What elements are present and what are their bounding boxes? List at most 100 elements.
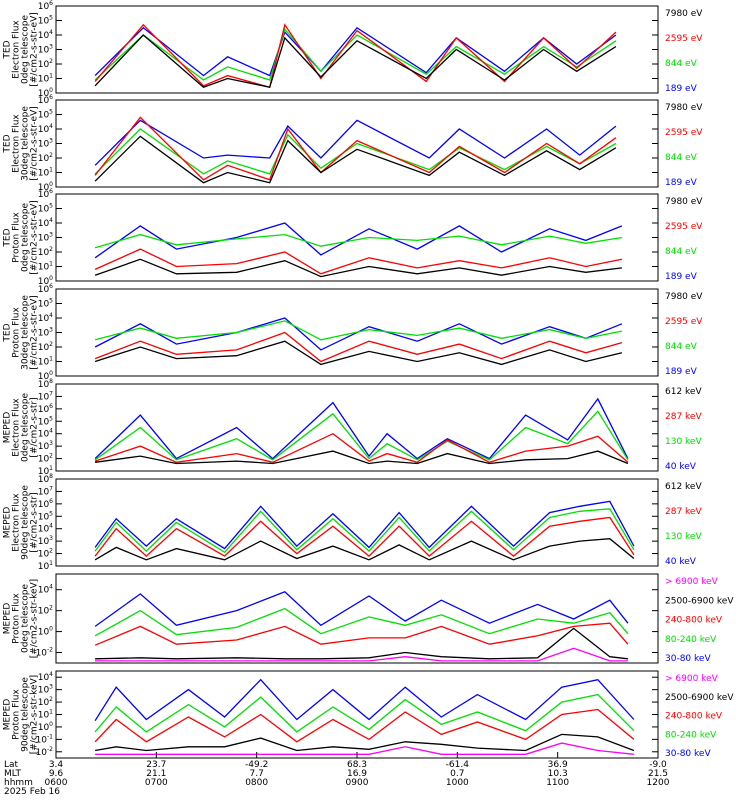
x-tick-label-lat: -9.0 [649, 760, 667, 770]
y-axis-label: TEDElectron Flux30deg telescope[#/cm2-s-… [3, 106, 40, 181]
series-red [94, 248, 623, 275]
y-tick-label: 102 [38, 548, 53, 560]
y-tick-label: 105 [38, 15, 53, 27]
panel-frame [55, 383, 659, 472]
x-tick-label-mlt: 10.3 [548, 769, 568, 779]
panel-frame [55, 5, 659, 94]
y-tick-label: 103 [38, 684, 53, 696]
x-tick-label-mlt: 21.1 [146, 769, 166, 779]
legend-entry: 189 eV [665, 84, 698, 94]
x-tick-label-lat: 36.9 [548, 760, 568, 770]
y-tick-label: 102 [38, 453, 53, 465]
x-tick-label-mlt: 16.9 [347, 769, 367, 779]
x-tick-label-hhmm: 0700 [145, 778, 168, 788]
series-green [94, 693, 635, 733]
y-tick-label: 102 [38, 605, 53, 617]
legend-entry: 40 keV [665, 462, 697, 472]
x-tick-label-lat: 23.7 [146, 760, 166, 770]
series-blue [94, 591, 629, 627]
legend-entry: 189 eV [665, 178, 698, 188]
panel-frame [55, 670, 659, 759]
series-green [94, 27, 617, 81]
x-tick-label-lat: -49.2 [245, 760, 268, 770]
y-tick-label: 106 [38, 403, 53, 415]
legend-entry: 30-80 keV [665, 654, 711, 664]
y-tick-label: 103 [38, 327, 53, 339]
series-blue [94, 678, 635, 722]
series-black [94, 538, 635, 561]
x-tick-label-lat: 68.3 [347, 760, 367, 770]
series-magenta [95, 742, 634, 755]
legend-entry: 844 eV [665, 247, 698, 257]
legend-entry: 7980 eV [665, 9, 703, 19]
y-tick-label: 106 [38, 283, 53, 295]
x-row-name: MLT [4, 769, 22, 779]
legend-entry: 2595 eV [665, 222, 703, 232]
panel-frame [55, 193, 659, 282]
y-tick-label: 101 [38, 709, 53, 721]
legend-entry: 7980 eV [665, 197, 703, 207]
y-tick-label: 105 [38, 203, 53, 215]
y-tick-label: 105 [38, 510, 53, 522]
series-black [94, 258, 622, 278]
legend-entry: 80-240 keV [665, 730, 717, 740]
y-tick-label: 104 [38, 217, 53, 229]
series-red [94, 116, 617, 181]
y-tick-label: 101 [38, 356, 53, 368]
y-tick-label: 100 [38, 721, 53, 733]
x-tick-label-hhmm: 0800 [245, 778, 268, 788]
x-tick-label-mlt: 9.6 [49, 769, 64, 779]
y-tick-label: 103 [38, 138, 53, 150]
x-tick-label-mlt: 7.7 [250, 769, 264, 779]
y-tick-label: 101 [38, 167, 53, 179]
x-tick-label-hhmm: 1100 [546, 778, 569, 788]
series-green [94, 607, 629, 637]
legend-entry: 40 keV [665, 557, 697, 567]
legend-entry: 189 eV [665, 272, 698, 282]
panel-frame [55, 573, 659, 664]
y-axis-label: MEPEDProton Flux90deg telescope[#/cm2-s-… [3, 675, 40, 754]
y-tick-label: 106 [38, 188, 53, 200]
y-tick-label: 103 [38, 440, 53, 452]
y-tick-label: 102 [38, 246, 53, 258]
y-tick-label: 104 [38, 523, 53, 535]
y-tick-label: 106 [38, 0, 53, 12]
y-tick-label: 104 [38, 123, 53, 135]
y-tick-label: 103 [38, 232, 53, 244]
series-black [94, 34, 617, 88]
y-tick-label: 106 [38, 498, 53, 510]
y-tick-label: 100 [38, 626, 53, 638]
x-row-name: 2025 Feb 16 [4, 787, 60, 797]
y-tick-label: 104 [38, 584, 53, 596]
y-tick-label: 102 [38, 58, 53, 70]
y-tick-label: 101 [38, 73, 53, 85]
legend-entry: 7980 eV [665, 292, 703, 302]
legend-entry: 80-240 keV [665, 635, 717, 645]
y-tick-label: 103 [38, 535, 53, 547]
y-tick-label: 103 [38, 44, 53, 56]
series-red [94, 23, 617, 89]
panel-frame [55, 478, 659, 567]
legend-entry: 30-80 keV [665, 749, 711, 759]
legend-entry: 7980 eV [665, 103, 703, 113]
legend-entry: 130 keV [665, 437, 702, 447]
x-tick-label-mlt: 21.5 [648, 769, 668, 779]
y-tick-label: 102 [38, 696, 53, 708]
legend-entry: 2500-6900 keV [665, 693, 734, 703]
x-tick-label-hhmm: 0600 [45, 778, 68, 788]
x-row-name: hhmm [4, 778, 33, 788]
series-red [94, 516, 635, 557]
legend-entry: 2500-6900 keV [665, 596, 734, 606]
series-black [94, 135, 617, 184]
y-tick-label: 101 [38, 560, 53, 572]
y-tick-label: 102 [38, 152, 53, 164]
legend-entry: 2595 eV [665, 317, 703, 327]
y-axis-label: TEDElectron Flux0deg telescope[#/cm2-s-s… [3, 12, 40, 87]
legend-entry: 240-800 keV [665, 712, 723, 722]
